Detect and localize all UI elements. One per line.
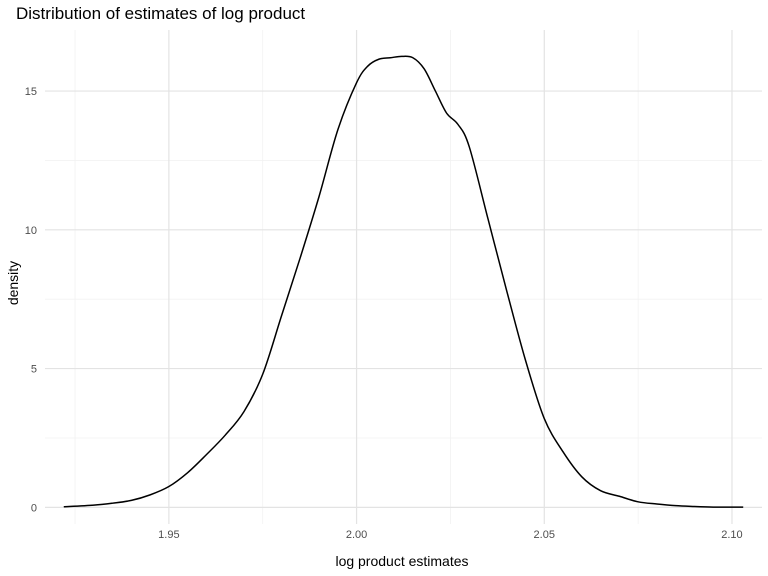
x-tick-labels: 1.95 2.00 2.05 2.10 (158, 529, 743, 541)
series-layer (63, 55, 744, 508)
x-tick-label: 2.10 (721, 529, 742, 541)
y-tick-labels: 0 5 10 15 (25, 86, 37, 514)
y-tick-label: 15 (25, 86, 37, 98)
x-tick-label: 2.00 (346, 529, 367, 541)
major-gridlines (45, 30, 762, 524)
x-axis-title: log product estimates (335, 553, 468, 569)
y-tick-label: 5 (31, 364, 37, 376)
x-tick-label: 1.95 (158, 529, 179, 541)
y-axis-title: density (5, 261, 21, 305)
minor-gridlines (45, 30, 762, 524)
chart-title: Distribution of estimates of log product (16, 4, 306, 23)
density-curve (63, 55, 744, 508)
y-tick-label: 10 (25, 225, 37, 237)
x-tick-label: 2.05 (534, 529, 555, 541)
y-tick-label: 0 (31, 502, 37, 514)
